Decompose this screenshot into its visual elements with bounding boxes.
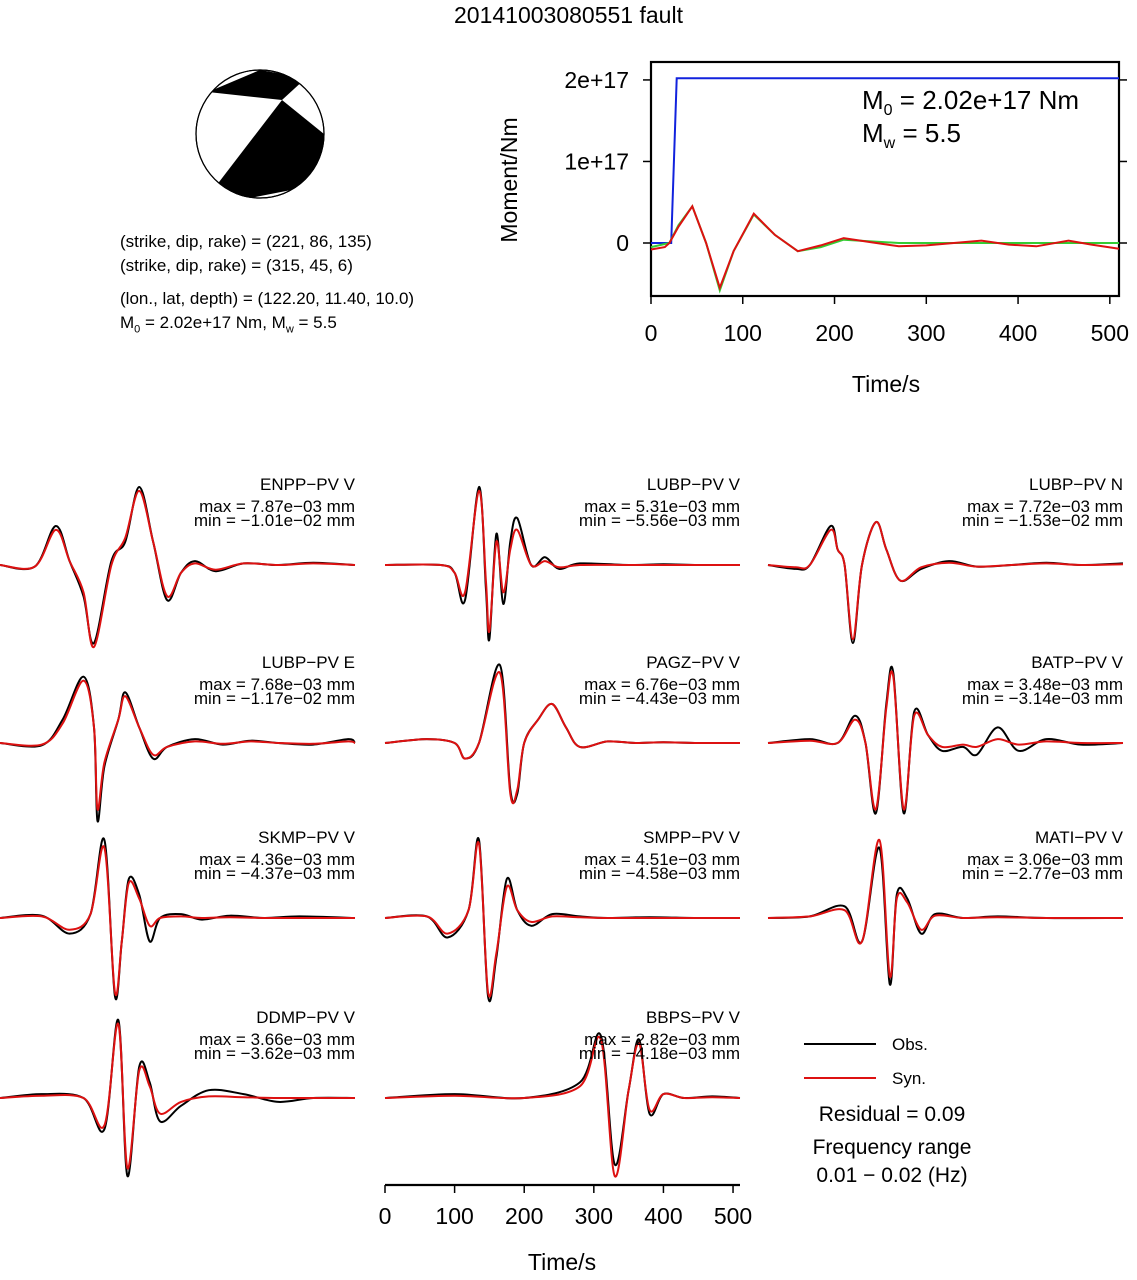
station-name: SKMP−PV V — [258, 828, 355, 847]
station-name: LUBP−PV E — [261, 653, 355, 672]
station-min: min = −1.53e−02 mm — [961, 511, 1123, 530]
x-tick-label: 300 — [907, 320, 945, 346]
waveform-x-tick-label: 300 — [575, 1203, 613, 1229]
waveform-chart: 0 100 200 300 400 500 Time/s — [0, 485, 1124, 1275]
beachball-compression-quadrant — [208, 70, 306, 100]
station-max: max = 5.31e−03 mm — [584, 497, 740, 516]
station-name: BBPS−PV V — [645, 1008, 740, 1027]
station-name: MATI−PV V — [1034, 828, 1123, 847]
station-min: min = −4.58e−03 mm — [578, 864, 740, 883]
station-max: max = 3.06e−03 mm — [967, 850, 1123, 869]
station-max: max = 2.82e−03 mm — [584, 1030, 740, 1049]
plot-frame — [649, 60, 1121, 298]
synthetic-trace — [0, 679, 356, 811]
station-min: min = −3.62e−03 mm — [193, 1044, 355, 1063]
station-max: max = 7.87e−03 mm — [199, 497, 355, 516]
frequency-range-value: 0.01 − 0.02 (Hz) — [816, 1164, 968, 1187]
x-tick-label: 100 — [724, 320, 762, 346]
synthetic-trace — [767, 838, 1124, 979]
moment-series-0 — [651, 77, 1119, 244]
synthetic-trace — [0, 1022, 355, 1170]
legend-obs-label: Obs. — [892, 1035, 928, 1054]
synthetic-trace — [767, 670, 1124, 811]
y-axis-label: Moment/Nm — [496, 117, 522, 242]
station-min: min = −4.37e−03 mm — [193, 864, 355, 883]
y-tick-label: 2e+17 — [564, 67, 629, 93]
x-tick-label: 500 — [1091, 320, 1129, 346]
waveform-x-axis-label: Time/s — [528, 1249, 596, 1275]
synthetic-trace — [0, 845, 355, 996]
beachball-compression-quadrant — [216, 100, 324, 198]
station-max: max = 4.51e−03 mm — [584, 850, 740, 869]
station-max: max = 3.48e−03 mm — [967, 675, 1123, 694]
event-location: (lon., lat, depth) = (122.20, 11.40, 10.… — [120, 289, 415, 308]
moment-annotation-mw: Mw = 5.5 — [862, 118, 961, 152]
frequency-range-label: Frequency range — [812, 1136, 972, 1159]
station-max: max = 7.68e−03 mm — [199, 675, 355, 694]
x-tick-label: 200 — [815, 320, 853, 346]
station-name: ENPP−PV V — [260, 475, 355, 494]
moment-function-chart: 0 100 200 300 400 500 0 1e+17 2e+17 Moment/Nm Ti… — [496, 60, 1129, 397]
beachball — [195, 69, 325, 199]
station-min: min = −4.43e−03 mm — [578, 689, 740, 708]
x-tick-label: 0 — [645, 320, 658, 346]
synthetic-trace — [0, 489, 356, 648]
synthetic-trace — [384, 671, 741, 805]
x-tick-label: 400 — [999, 320, 1037, 346]
synthetic-trace — [384, 841, 740, 998]
residual-value: Residual = 0.09 — [818, 1103, 966, 1126]
event-moment: M0 = 2.02e+17 Nm, Mw = 5.5 — [120, 313, 337, 336]
waveform-x-tick-label: 0 — [379, 1203, 392, 1229]
nodal-plane-1: (strike, dip, rake) = (221, 86, 135) — [120, 232, 372, 251]
station-min: min = −1.17e−02 mm — [193, 689, 355, 708]
synthetic-trace — [767, 521, 1124, 641]
waveform-x-tick-label: 500 — [714, 1203, 752, 1229]
moment-series-1 — [650, 204, 1119, 294]
x-axis-label: Time/s — [852, 371, 920, 397]
station-max: max = 3.66e−03 mm — [199, 1030, 355, 1049]
station-min: min = −4.18e−03 mm — [578, 1044, 740, 1063]
waveform-x-tick-label: 400 — [644, 1203, 682, 1229]
station-min: min = −2.77e−03 mm — [961, 864, 1123, 883]
station-name: DDMP−PV V — [256, 1008, 355, 1027]
waveform-x-tick-label: 200 — [505, 1203, 543, 1229]
synthetic-trace — [384, 1035, 741, 1178]
station-max: max = 6.76e−03 mm — [584, 675, 740, 694]
observed-trace — [767, 521, 1124, 645]
moment-series-2 — [650, 204, 1120, 291]
station-name: PAGZ−PV V — [646, 653, 740, 672]
nodal-plane-2: (strike, dip, rake) = (315, 45, 6) — [120, 256, 353, 275]
station-name: SMPP−PV V — [643, 828, 740, 847]
waveform-x-tick-label: 100 — [435, 1203, 473, 1229]
station-name: LUBP−PV N — [1028, 475, 1123, 494]
station-name: LUBP−PV V — [646, 475, 740, 494]
legend-syn-label: Syn. — [892, 1069, 927, 1088]
page-title: 20141003080551 fault — [454, 2, 683, 28]
station-min: min = −5.56e−03 mm — [578, 511, 740, 530]
station-min: min = −1.01e−02 mm — [193, 511, 355, 530]
station-max: max = 7.72e−03 mm — [967, 497, 1123, 516]
y-tick-label: 1e+17 — [564, 148, 629, 174]
station-min: min = −3.14e−03 mm — [961, 689, 1123, 708]
synthetic-trace — [384, 489, 740, 633]
moment-annotation-m0: M0 = 2.02e+17 Nm — [862, 85, 1079, 119]
station-max: max = 4.36e−03 mm — [199, 850, 355, 869]
station-name: BATP−PV V — [1031, 653, 1123, 672]
y-tick-label: 0 — [616, 230, 629, 256]
